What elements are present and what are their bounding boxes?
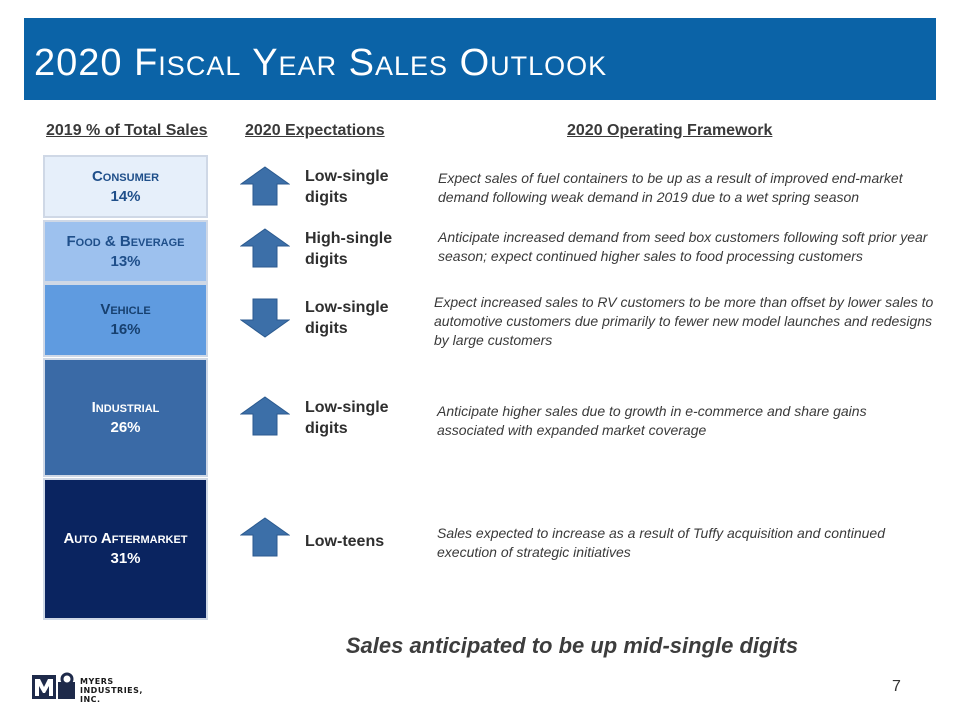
arrow-up-icon bbox=[240, 396, 290, 436]
logo-text: MYERS INDUSTRIES, INC. bbox=[80, 677, 143, 704]
segment-name: Consumer bbox=[91, 167, 160, 185]
segment-percent: 31% bbox=[110, 550, 141, 567]
framework-auto-aftermarket: Sales expected to increase as a result o… bbox=[437, 525, 886, 560]
segment-name: Vehicle bbox=[100, 301, 151, 318]
summary-statement: Sales anticipated to be up mid-single di… bbox=[345, 633, 799, 658]
page-title: 2020 Fiscal Year Sales Outlook bbox=[34, 42, 608, 84]
column-header-expectations: 2020 Expectations bbox=[245, 122, 385, 139]
segment-name: Food & Beverage bbox=[66, 232, 185, 250]
segment-consumer: Consumer 14% bbox=[43, 155, 208, 218]
arrow-up-icon bbox=[240, 166, 290, 206]
expectation-consumer: Low-single digits bbox=[305, 168, 389, 206]
arrow-down-icon bbox=[240, 298, 290, 338]
column-header-sales-mix: 2019 % of Total Sales bbox=[46, 122, 208, 139]
company-logo bbox=[32, 672, 75, 699]
expectation-industrial: Low-single digits bbox=[305, 399, 389, 437]
arrow-up-icon bbox=[240, 228, 290, 268]
column-header-framework: 2020 Operating Framework bbox=[567, 122, 773, 139]
segment-vehicle: Vehicle 16% bbox=[43, 283, 208, 357]
expectation-auto-aftermarket: Low-teens bbox=[305, 533, 385, 550]
framework-food-beverage: Anticipate increased demand from seed bo… bbox=[438, 229, 928, 264]
segment-percent: 26% bbox=[110, 418, 141, 436]
expectation-vehicle: Low-single digits bbox=[305, 299, 389, 337]
framework-industrial: Anticipate higher sales due to growth in… bbox=[437, 403, 867, 438]
title-bar: 2020 Fiscal Year Sales Outlook bbox=[24, 18, 936, 100]
segment-percent: 16% bbox=[110, 321, 141, 338]
segment-percent: 13% bbox=[110, 252, 141, 270]
segment-name: Industrial bbox=[91, 398, 160, 416]
framework-vehicle: Expect increased sales to RV customers t… bbox=[434, 294, 934, 348]
page-number: 7 bbox=[892, 678, 901, 695]
expectation-food-beverage: High-single digits bbox=[305, 230, 393, 268]
segment-auto-aftermarket: Auto Aftermarket 31% bbox=[43, 478, 208, 620]
segment-name: Auto Aftermarket bbox=[63, 530, 188, 547]
arrow-up-icon bbox=[240, 517, 290, 557]
segment-percent: 14% bbox=[110, 187, 141, 205]
framework-consumer: Expect sales of fuel containers to be up… bbox=[438, 170, 903, 205]
segment-industrial: Industrial 26% bbox=[43, 358, 208, 477]
segment-food-beverage: Food & Beverage 13% bbox=[43, 220, 208, 283]
